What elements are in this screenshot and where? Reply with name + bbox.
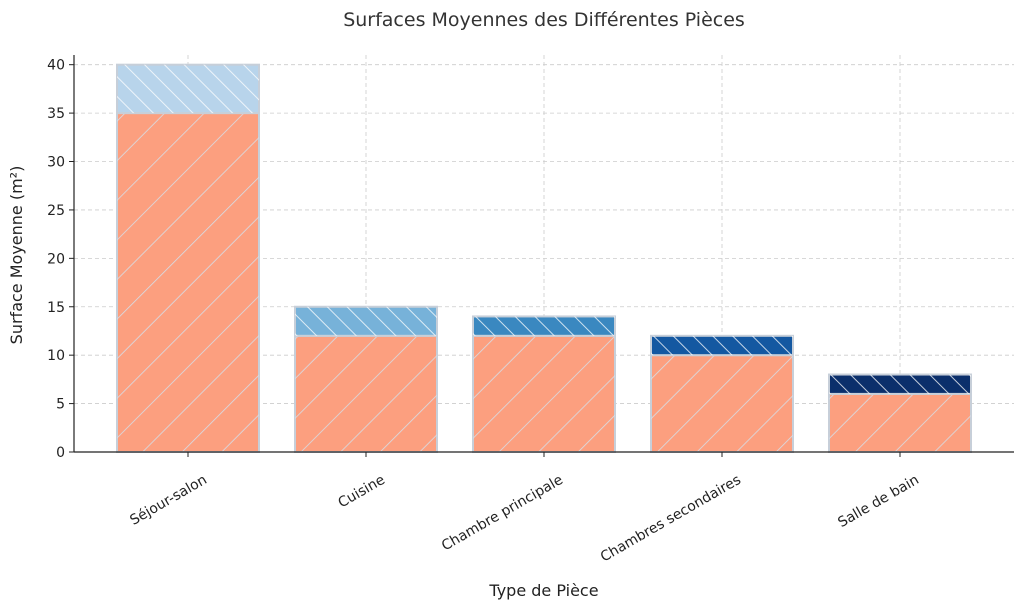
y-tick-label: 0 <box>56 445 65 461</box>
bars <box>116 63 972 454</box>
y-tick-label: 40 <box>47 58 65 74</box>
y-axis-label: Surface Moyenne (m²) <box>7 166 26 345</box>
y-tick-label: 10 <box>47 348 65 364</box>
chart-title: Surfaces Moyennes des Différentes Pièces <box>343 9 745 31</box>
y-tick-label: 25 <box>47 203 65 219</box>
y-tick-label: 30 <box>47 155 65 171</box>
x-tick-label: Chambre principale <box>439 472 566 554</box>
y-tick-label: 35 <box>47 106 65 122</box>
x-ticks: Séjour-salon Cuisine Chambre principale Cha… <box>127 452 922 566</box>
y-tick-label: 20 <box>47 251 65 267</box>
x-tick-label: Chambres secondaires <box>598 472 744 566</box>
bar-top-hatch <box>473 316 615 336</box>
bar-base-hatch <box>651 355 793 452</box>
x-axis-label: Type de Pièce <box>488 581 598 600</box>
y-tick-label: 5 <box>56 397 65 413</box>
bar-base-hatch <box>117 113 259 452</box>
bar-base-hatch <box>473 335 615 452</box>
bar-base-hatch <box>829 393 971 452</box>
y-ticks: 0 5 10 15 20 25 30 35 40 <box>47 58 74 461</box>
y-tick-label: 15 <box>47 300 65 316</box>
bar-top-hatch <box>117 64 259 114</box>
x-tick-label: Salle de bain <box>835 472 921 531</box>
x-tick-label: Cuisine <box>335 472 387 511</box>
bar-top-hatch <box>295 306 437 336</box>
bar-top-hatch <box>651 335 793 356</box>
x-tick-label: Séjour-salon <box>127 472 209 529</box>
bar-base-hatch <box>295 335 437 452</box>
bar-top-hatch <box>829 374 971 394</box>
